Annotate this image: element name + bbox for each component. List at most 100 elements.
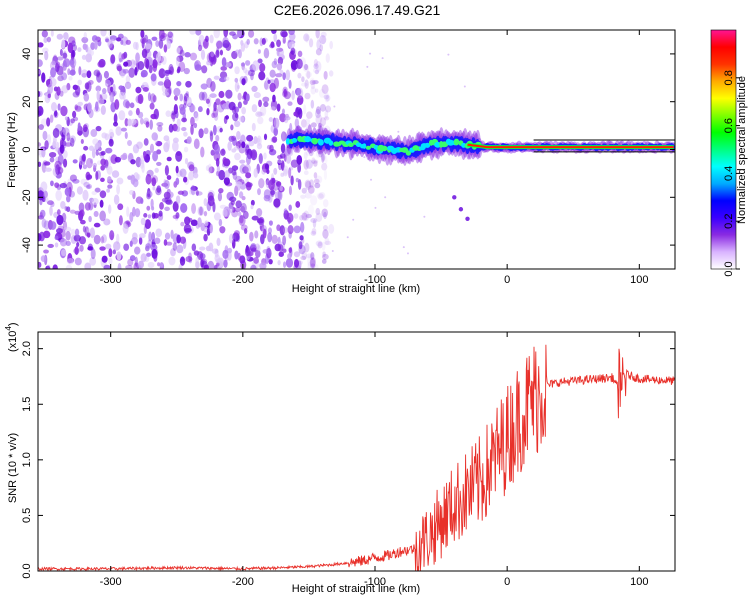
noise-blob [120,127,127,132]
noise-blob [189,189,194,195]
noise-blob [321,162,328,171]
noise-blob [69,209,76,214]
noise-blob [200,146,205,158]
noise-blob [79,244,84,252]
noise-blob [46,117,51,127]
noise-blob [101,132,108,139]
noise-blob [321,241,326,251]
noise-blob [181,126,187,132]
noise-blob [46,200,54,206]
noise-blob [113,194,120,205]
noise-blob [277,56,284,65]
noise-blob [316,192,324,199]
noise-blob [304,79,309,89]
noise-blob [41,30,48,38]
noise-blob [215,157,220,167]
noise-blob [91,148,96,159]
noise-blob [93,234,101,245]
noise-blob [125,39,131,45]
noise-blob [128,67,136,78]
noise-blob [253,38,259,45]
noise-blob [275,73,283,78]
noise-blob [239,215,244,224]
noise-blob [322,224,329,231]
noise-blob [295,107,302,115]
noise-blob [140,217,146,226]
noise-blob [149,102,155,110]
noise-blob [81,153,86,162]
noise-blob [40,181,48,192]
noise-blob [127,258,134,267]
noise-blob [170,248,176,257]
noise-blob [296,87,304,99]
noise-blob [315,113,323,125]
noise-blob [38,142,42,147]
snr-scale-label: (x104) [4,322,19,352]
spectrogram-xtick-label: -200 [232,274,254,286]
noise-blob [175,125,181,132]
noise-blob [108,248,113,258]
noise-blob [329,40,333,50]
noise-blob [261,38,266,45]
noise-blob [299,215,304,221]
noise-blob [165,110,172,117]
noise-blob [206,108,210,116]
spectrogram-ytick-label: -20 [21,189,33,205]
noise-blob [68,76,73,81]
noise-blob [71,49,76,58]
noise-blob [193,138,200,150]
noise-blob [236,130,241,140]
noise-blob [257,116,264,125]
noise-blob [213,112,219,121]
noise-blob [282,72,286,81]
noise-blob [69,57,77,69]
noise-blob [137,260,144,269]
noise-blob [237,92,242,101]
noise-blob [151,231,156,243]
branch-blob [452,195,457,200]
noise-blob [138,233,146,239]
noise-blob [122,223,129,234]
noise-blob [289,122,293,134]
noise-blob [232,112,239,122]
noise-blob [266,247,272,259]
noise-blob [271,30,277,34]
noise-blob [74,104,79,111]
noise-blob [99,246,106,251]
noise-blob [188,252,192,262]
noise-blob [176,81,182,87]
noise-blob [319,117,327,127]
noise-blob [94,187,101,193]
noise-blob [89,256,97,266]
noise-blob [234,77,239,83]
noise-blob [131,236,138,245]
noise-blob [114,156,122,163]
noise-blob [79,209,85,217]
noise-blob [280,30,288,38]
noise-blob [159,262,164,268]
noise-blob [268,258,273,265]
noise-blob [316,32,321,43]
noise-blob [273,33,278,42]
noise-dot [463,85,466,88]
noise-blob [191,203,197,214]
noise-dot [384,196,387,199]
noise-blob [55,61,61,69]
noise-blob [262,96,270,103]
noise-blob [251,215,259,221]
noise-blob [144,43,152,50]
noise-blob [228,167,233,174]
noise-blob [295,126,302,132]
noise-blob [269,69,276,78]
noise-blob [245,154,251,165]
snr-scale-base: (x104) [4,322,19,352]
noise-blob [287,224,294,235]
noise-blob [282,235,287,246]
noise-blob [223,177,230,186]
snr-xtick-label: -300 [100,576,122,588]
noise-blob [56,56,64,61]
noise-blob [147,214,152,219]
noise-blob [297,50,303,58]
noise-blob [313,63,319,70]
noise-blob [322,199,329,208]
